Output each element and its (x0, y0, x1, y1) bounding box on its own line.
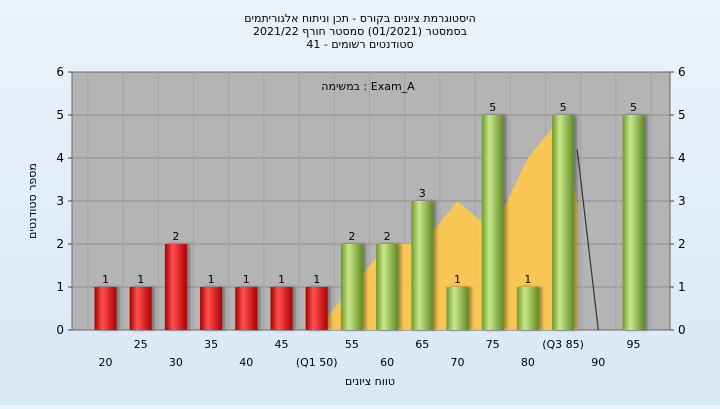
bar (235, 287, 258, 330)
chart-title-line-3: סטודנטים רשומים - 41 (306, 38, 413, 51)
task-annotation: במשימה : Exam_A (321, 80, 415, 93)
chart-title-line-1: היסטוגרמת ציונים בקורס - תכן וניתוח אלגו… (244, 12, 476, 25)
bar (164, 244, 187, 330)
bar-value-label: 3 (419, 187, 426, 200)
value-labels: 1 1 2 1 1 1 1 2 2 3 1 5 1 5 5 (102, 101, 637, 286)
bar (446, 287, 469, 330)
x-tick-label: 55 (345, 338, 359, 351)
chart-title-line-2: בסמסטר (01/2021) סמסטר חורף 2021/22 (253, 25, 467, 38)
y-tick-label-right: 0 (678, 323, 686, 337)
x-tick-label: 35 (204, 338, 218, 351)
x-tick-label: 30 (169, 356, 183, 369)
bar-value-label: 1 (278, 273, 285, 286)
y-ticks: 0 0 1 1 2 2 3 3 4 4 5 5 6 6 (56, 65, 685, 337)
bar-value-label: 5 (560, 101, 567, 114)
y-tick-label-left: 5 (56, 108, 64, 122)
bar (481, 115, 504, 330)
trend-line-segment (576, 149, 599, 331)
y-tick-label-right: 1 (678, 280, 686, 294)
bar-value-label: 1 (208, 273, 215, 286)
bar (411, 201, 434, 330)
y-tick-label-left: 1 (56, 280, 64, 294)
bar (622, 115, 645, 330)
bar-value-label: 5 (489, 101, 496, 114)
bar (552, 115, 575, 330)
bar (516, 287, 539, 330)
bar (94, 287, 117, 330)
y-tick-label-right: 4 (678, 151, 686, 165)
bar (200, 287, 223, 330)
bar-value-label: 2 (384, 230, 391, 243)
bar (305, 287, 328, 330)
x-tick-label: 20 (99, 356, 113, 369)
bar-value-label: 1 (243, 273, 250, 286)
bar (270, 287, 293, 330)
y-tick-label-right: 5 (678, 108, 686, 122)
x-tick-label: 70 (451, 356, 465, 369)
x-tick-label: 65 (415, 338, 429, 351)
y-tick-label-left: 4 (56, 151, 64, 165)
y-tick-label-right: 2 (678, 237, 686, 251)
x-axis-label: טווח ציונים (345, 375, 395, 388)
x-tick-label: (Q3 85) (542, 338, 584, 351)
bar-value-label: 1 (102, 273, 109, 286)
x-tick-label: (Q1 50) (296, 356, 338, 369)
bar-value-label: 2 (348, 230, 355, 243)
trend-line (576, 149, 599, 331)
x-tick-label: 45 (275, 338, 289, 351)
bar-value-label: 1 (524, 273, 531, 286)
x-tick-label: 95 (627, 338, 641, 351)
y-tick-label-left: 3 (56, 194, 64, 208)
x-ticks: 20 25 30 35 40 45 (Q1 50) 55 60 65 70 75 80 (Q3 85) 90… (99, 338, 641, 369)
bars (94, 115, 645, 330)
bar-value-label: 1 (313, 273, 320, 286)
x-tick-label: 75 (486, 338, 500, 351)
bar-value-label: 1 (454, 273, 461, 286)
y-tick-label-left: 6 (56, 65, 64, 79)
y-tick-label-right: 6 (678, 65, 686, 79)
y-tick-label-left: 0 (56, 323, 64, 337)
bar (376, 244, 399, 330)
x-tick-label: 60 (380, 356, 394, 369)
bar (340, 244, 363, 330)
bar-value-label: 5 (630, 101, 637, 114)
bar (129, 287, 152, 330)
bar-value-label: 2 (172, 230, 179, 243)
bar-value-label: 1 (137, 273, 144, 286)
x-tick-label: 90 (591, 356, 605, 369)
x-tick-label: 40 (239, 356, 253, 369)
x-tick-label: 25 (134, 338, 148, 351)
y-tick-label-right: 3 (678, 194, 686, 208)
x-tick-label: 80 (521, 356, 535, 369)
y-tick-label-left: 2 (56, 237, 64, 251)
y-axis-label: מספר סטודנטים (26, 163, 39, 239)
